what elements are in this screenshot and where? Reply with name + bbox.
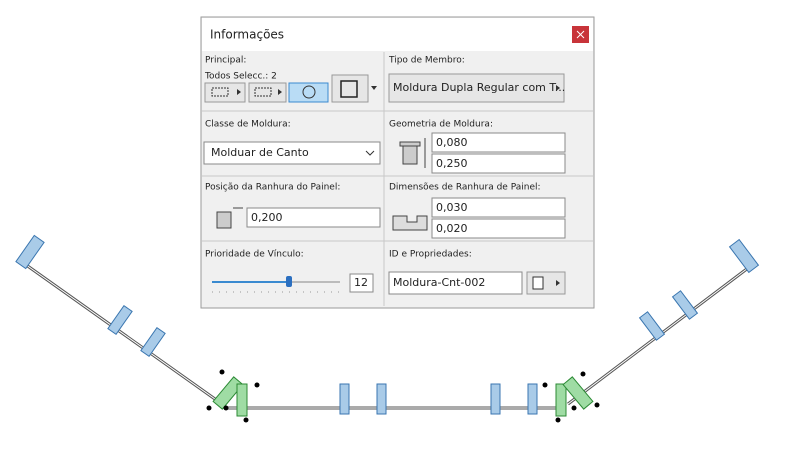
frame-class-value: Molduar de Canto bbox=[211, 146, 309, 159]
close-button[interactable] bbox=[572, 26, 589, 43]
slot-position-value: 0,200 bbox=[251, 211, 283, 224]
geometry-width: 0,080 bbox=[436, 136, 468, 149]
geometry-depth-field[interactable] bbox=[431, 153, 566, 174]
slot-depth-field[interactable] bbox=[431, 218, 566, 239]
label: Prioridade de Vínculo: bbox=[205, 250, 304, 260]
properties-button[interactable] bbox=[526, 271, 566, 295]
label: Tipo de Membro: bbox=[388, 56, 465, 66]
tool-buttons[interactable] bbox=[204, 74, 377, 103]
member-type-button[interactable]: Moldura Dupla Regular com T... bbox=[388, 73, 565, 103]
geometry-depth: 0,250 bbox=[436, 157, 468, 170]
id-field[interactable] bbox=[388, 271, 523, 295]
id-value: Moldura-Cnt-002 bbox=[393, 276, 485, 289]
slot-width-field[interactable] bbox=[431, 197, 566, 218]
priority-slider[interactable] bbox=[212, 276, 340, 293]
slot-position-field[interactable] bbox=[246, 207, 381, 228]
selection-count: Todos Selecc.: 2 bbox=[204, 72, 277, 82]
slot-width: 0,030 bbox=[436, 201, 468, 214]
dividers bbox=[202, 52, 593, 306]
slot-depth: 0,020 bbox=[436, 222, 468, 235]
label: Classe de Moldura: bbox=[205, 120, 291, 130]
member-type-value: Moldura Dupla Regular com T... bbox=[393, 81, 565, 94]
mullions bbox=[15, 234, 760, 423]
label: Principal: bbox=[205, 56, 246, 66]
priority-field[interactable] bbox=[349, 273, 374, 293]
dialog-title: Informações bbox=[210, 28, 284, 42]
label: Posição da Ranhura do Painel: bbox=[205, 183, 340, 193]
info-dialog: Informações Principal: Todos Selecc.: 2 … bbox=[200, 16, 595, 309]
geometry-width-field[interactable] bbox=[431, 132, 566, 153]
priority-value: 12 bbox=[354, 276, 368, 289]
slot-size-icon bbox=[392, 215, 428, 231]
label: ID e Propriedades: bbox=[389, 250, 472, 260]
label: Geometria de Moldura: bbox=[389, 120, 493, 130]
slot-position-icon bbox=[216, 207, 243, 229]
geometry-icon bbox=[399, 138, 426, 168]
frame-class-select[interactable]: Molduar de Canto bbox=[203, 141, 381, 165]
label: Dimensões de Ranhura de Painel: bbox=[389, 183, 541, 193]
